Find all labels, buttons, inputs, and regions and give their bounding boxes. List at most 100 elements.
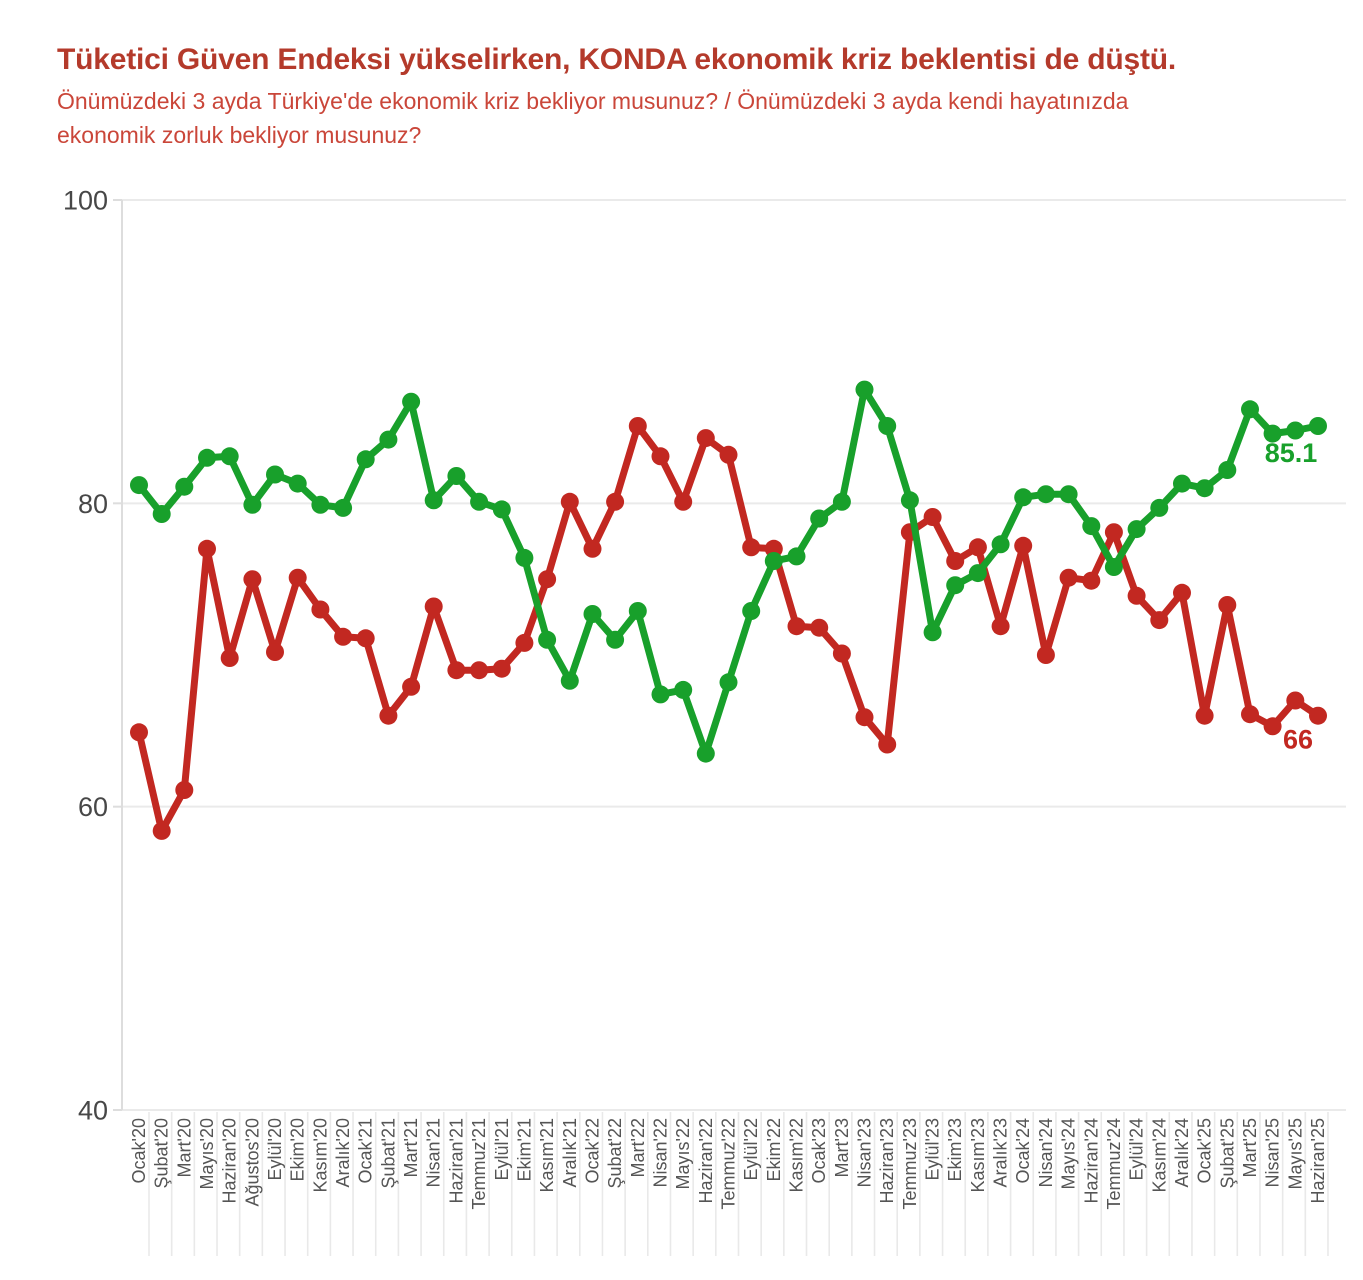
data-point-green_series-Haziran'21: [447, 467, 466, 485]
data-point-red_series-Eylül'22: [742, 538, 761, 557]
data-point-red_series-Ocak'23: [810, 618, 829, 637]
data-point-green_series-Kasım'24: [1150, 498, 1169, 517]
x-tick-label-26: Haziran'22: [696, 1118, 716, 1203]
x-tick-label-50: Mart'25: [1240, 1118, 1260, 1177]
x-tick-label-19: Kasım'21: [537, 1118, 557, 1192]
data-point-red_series-Eylül'21: [492, 659, 511, 678]
data-point-red_series-Eylül'23: [923, 508, 942, 526]
data-point-green_series-Ekim'20: [288, 474, 307, 493]
data-point-green_series-Kasım'23: [968, 564, 987, 583]
chart-title: Tüketici Güven Endeksi yükselirken, KOND…: [57, 43, 1177, 77]
data-point-red_series-Mart'23: [832, 644, 851, 663]
x-tick-label-21: Ocak'22: [582, 1118, 602, 1183]
data-point-green_series-Nisan'21: [424, 491, 443, 510]
data-point-green_series-Eylül'24: [1127, 520, 1146, 539]
data-point-green_series-Mart'22: [628, 602, 647, 620]
data-point-red_series-Haziran'25: [1309, 706, 1327, 725]
x-tick-label-44: Temmuz'24: [1104, 1118, 1124, 1209]
data-point-green_series-Nisan'22: [651, 685, 670, 704]
x-tick-label-2: Şubat'20: [152, 1118, 172, 1189]
data-point-green_series-Kasım'21: [538, 630, 557, 649]
data-point-green_series-Nisan'23: [855, 380, 874, 399]
x-tick-label-36: Eylül'23: [923, 1118, 943, 1180]
data-point-green_series-Aralık'24: [1173, 474, 1191, 493]
series-line-red_series: [135, 422, 1322, 835]
data-point-green_series-Aralık'21: [560, 671, 579, 690]
data-point-red_series-Ocak'25: [1195, 706, 1214, 725]
x-tick-label-23: Mart'22: [628, 1118, 648, 1177]
x-tick-label-49: Şubat'25: [1217, 1118, 1237, 1189]
data-point-green_series-Ekim'21: [515, 548, 534, 567]
x-tick-label-1: Ocak'20: [129, 1118, 149, 1183]
x-tick-label-10: Aralık'20: [333, 1118, 353, 1187]
x-tick-label-11: Ocak'21: [356, 1118, 376, 1183]
data-point-red_series-Nisan'25: [1263, 717, 1282, 736]
x-tick-label-35: Temmuz'23: [900, 1118, 920, 1209]
x-tick-label-28: Eylül'22: [741, 1118, 761, 1180]
data-point-green_series-Ocak'25: [1195, 479, 1214, 498]
x-tick-label-43: Haziran'24: [1081, 1118, 1101, 1203]
y-tick-label-80: 80: [78, 489, 108, 519]
x-tick-label-45: Eylül'24: [1127, 1118, 1147, 1180]
data-point-green_series-Mayıs'25: [1286, 421, 1305, 440]
data-point-green_series-Kasım'22: [787, 547, 806, 566]
data-point-red_series-Nisan'21: [424, 597, 443, 616]
data-point-red_series-Ocak'22: [583, 539, 602, 558]
data-point-green_series-Mayıs'24: [1059, 485, 1078, 504]
x-tick-label-38: Kasım'23: [968, 1118, 988, 1192]
x-tick-label-15: Haziran'21: [446, 1118, 466, 1203]
x-tick-label-32: Mart'23: [832, 1118, 852, 1177]
x-tick-label-37: Ekim'23: [945, 1118, 965, 1181]
chart-subtitle: Önümüzdeki 3 ayda Türkiye'de ekonomik kr…: [57, 84, 1317, 152]
y-tick-label-60: 60: [78, 792, 108, 822]
data-point-red_series-Temmuz'21: [470, 661, 489, 680]
data-point-green_series-Eylül'23: [923, 623, 942, 642]
data-point-red_series-Aralık'20: [334, 627, 353, 646]
data-point-green_series-Aralık'23: [991, 535, 1010, 554]
data-point-red_series-Mart'25: [1241, 705, 1259, 724]
data-point-red_series-Şubat'21: [379, 706, 398, 725]
x-tick-label-31: Ocak'23: [809, 1118, 829, 1183]
data-point-red_series-Ekim'23: [946, 552, 965, 570]
data-point-green_series-Mart'20: [175, 477, 194, 496]
x-tick-label-27: Temmuz'22: [718, 1118, 738, 1209]
data-point-green_series-Eylül'21: [492, 500, 511, 519]
data-point-red_series-Mart'22: [628, 417, 647, 435]
chart-subtitle-line-2: ekonomik zorluk bekliyor musunuz?: [57, 122, 422, 148]
data-point-red_series-Ağustos'20: [243, 570, 262, 589]
data-point-red_series-Şubat'25: [1218, 596, 1237, 614]
data-point-green_series-Nisan'25: [1263, 424, 1282, 443]
data-point-green_series-Ocak'20: [130, 476, 148, 495]
data-point-green_series-Mart'25: [1241, 400, 1259, 419]
x-tick-label-40: Ocak'24: [1013, 1118, 1033, 1183]
data-point-green_series-Şubat'25: [1218, 461, 1237, 479]
data-point-red_series-Eylül'20: [266, 643, 284, 661]
y-tick-label-40: 40: [78, 1095, 108, 1125]
data-point-red_series-Ocak'21: [356, 629, 375, 648]
x-tick-label-41: Nisan'24: [1036, 1118, 1056, 1187]
x-tick-label-18: Ekim'21: [514, 1118, 534, 1181]
x-tick-label-24: Nisan'22: [650, 1118, 670, 1187]
x-tick-label-16: Temmuz'21: [469, 1118, 489, 1209]
data-point-green_series-Temmuz'21: [470, 492, 489, 511]
x-tick-label-48: Ocak'25: [1195, 1118, 1215, 1183]
data-point-green_series-Mart'21: [402, 392, 421, 411]
data-point-green_series-Ağustos'20: [243, 495, 262, 514]
x-tick-label-3: Mart'20: [174, 1118, 194, 1177]
data-point-green_series-Şubat'21: [379, 430, 398, 449]
data-point-red_series-Temmuz'22: [719, 445, 738, 464]
x-tick-label-29: Ekim'22: [764, 1118, 784, 1181]
data-point-red_series-Ekim'21: [515, 633, 534, 652]
data-point-green_series-Temmuz'24: [1104, 558, 1123, 576]
data-point-green_series-Eylül'20: [266, 465, 284, 484]
x-tick-label-12: Şubat'21: [378, 1118, 398, 1189]
x-tick-label-25: Mayıs'22: [673, 1118, 693, 1189]
data-point-red_series-Mayıs'22: [674, 492, 693, 511]
x-tick-label-47: Aralık'24: [1172, 1118, 1192, 1187]
data-point-red_series-Mart'20: [175, 781, 194, 799]
x-tick-label-34: Haziran'23: [877, 1118, 897, 1203]
data-point-green_series-Mart'23: [832, 492, 851, 511]
data-point-green_series-Mayıs'20: [198, 448, 216, 467]
x-tick-label-46: Kasım'24: [1149, 1118, 1169, 1192]
data-point-red_series-Mayıs'24: [1059, 568, 1078, 587]
